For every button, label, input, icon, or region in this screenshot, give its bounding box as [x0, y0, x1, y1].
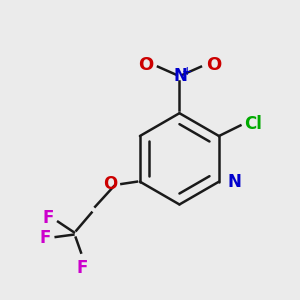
Text: Cl: Cl [244, 115, 262, 133]
Text: F: F [40, 229, 51, 247]
Text: N: N [173, 67, 187, 85]
Text: O: O [206, 56, 221, 74]
Text: F: F [42, 209, 54, 227]
Text: +: + [181, 64, 192, 78]
Text: -: - [146, 52, 152, 67]
Text: O: O [138, 56, 153, 74]
Text: N: N [227, 173, 241, 191]
Text: F: F [76, 259, 88, 277]
Text: O: O [103, 175, 117, 193]
